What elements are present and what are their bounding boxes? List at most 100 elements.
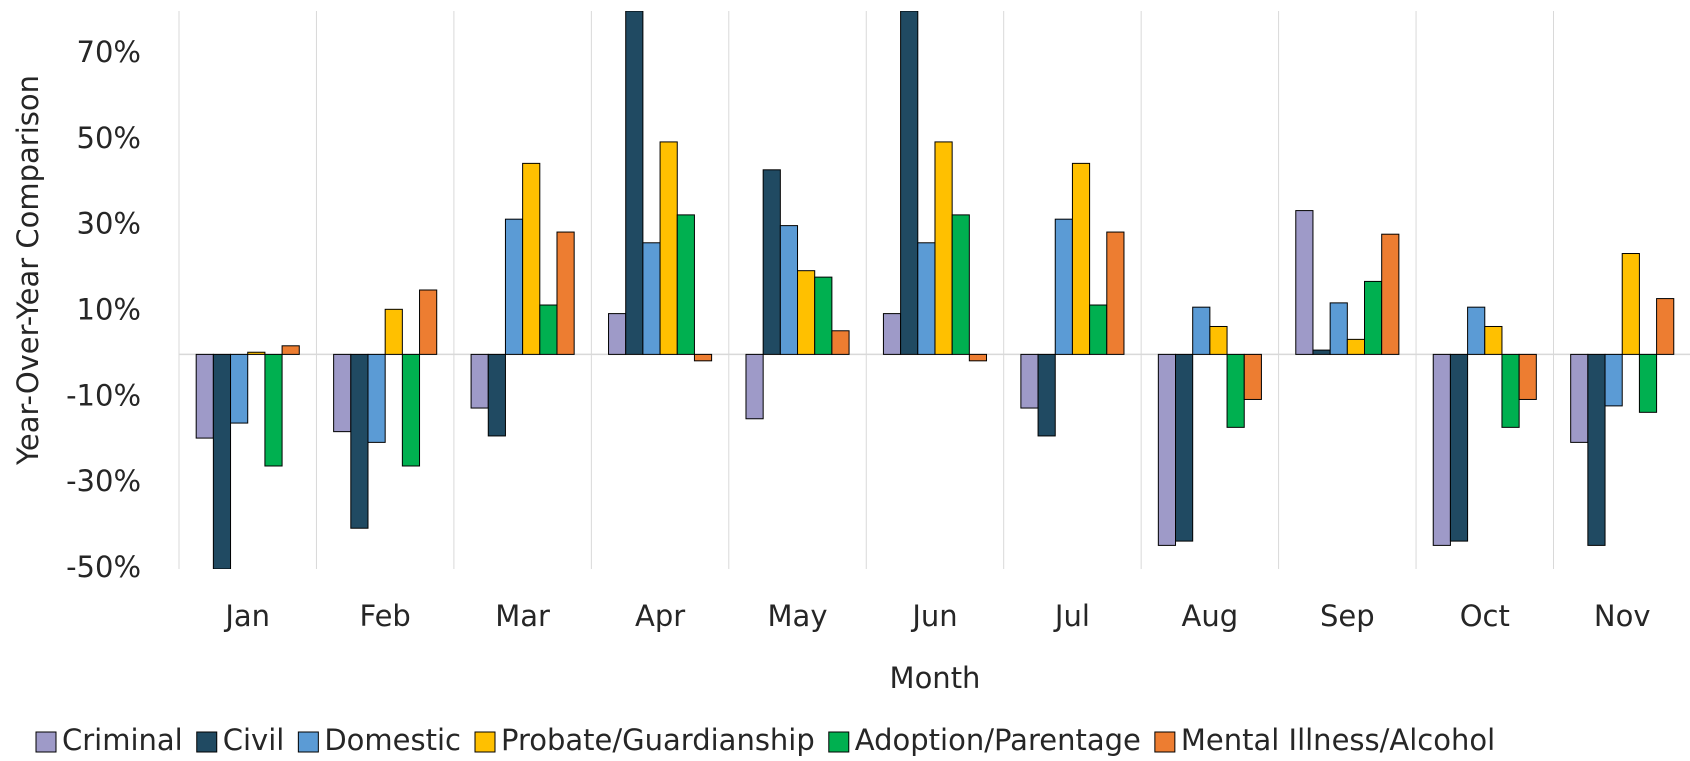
y-tick-label: -30% bbox=[66, 464, 141, 498]
bar bbox=[1587, 353, 1606, 546]
bar bbox=[1054, 218, 1073, 355]
bar bbox=[1071, 162, 1091, 355]
bar bbox=[625, 11, 644, 355]
x-tick-label: Jan bbox=[223, 599, 270, 633]
legend-label: Criminal bbox=[62, 723, 183, 757]
bar bbox=[659, 141, 678, 355]
bar bbox=[779, 225, 799, 355]
legend-label: Civil bbox=[223, 723, 285, 757]
bar bbox=[367, 353, 386, 443]
bar bbox=[1312, 349, 1331, 355]
bar bbox=[917, 242, 936, 355]
bar bbox=[1570, 353, 1589, 443]
bar bbox=[195, 353, 214, 439]
legend-swatch bbox=[35, 731, 57, 753]
bar bbox=[487, 353, 506, 437]
legend-label: Domestic bbox=[324, 723, 461, 757]
bar bbox=[1329, 302, 1348, 355]
bar bbox=[642, 242, 661, 355]
y-tick-label: -50% bbox=[66, 550, 141, 584]
y-tick-label: 70% bbox=[77, 35, 141, 69]
bar bbox=[556, 231, 575, 355]
bar bbox=[350, 353, 369, 529]
y-tick-label: 50% bbox=[77, 121, 141, 155]
bar bbox=[281, 345, 300, 355]
bar bbox=[1157, 353, 1177, 546]
y-axis-title: Year-Over-Year Comparison bbox=[11, 75, 45, 466]
bar bbox=[384, 308, 403, 355]
y-tick-label: -10% bbox=[66, 378, 141, 412]
bar bbox=[1638, 353, 1658, 413]
bar bbox=[1192, 306, 1211, 355]
bar bbox=[212, 353, 232, 569]
bar bbox=[419, 289, 438, 355]
bar bbox=[1621, 253, 1640, 355]
bar bbox=[1106, 231, 1125, 355]
bar bbox=[1209, 325, 1228, 355]
bar bbox=[693, 353, 713, 362]
bar bbox=[264, 353, 283, 467]
bar bbox=[1656, 298, 1675, 355]
bar bbox=[539, 304, 558, 355]
bar bbox=[968, 353, 988, 362]
x-tick-label: Nov bbox=[1594, 599, 1651, 633]
bar bbox=[1518, 353, 1537, 400]
legend-label: Mental Illness/Alcohol bbox=[1181, 723, 1495, 757]
bar bbox=[882, 313, 902, 355]
bar bbox=[1175, 353, 1194, 542]
plot bbox=[179, 11, 1690, 569]
bar bbox=[1467, 306, 1486, 355]
bar bbox=[1295, 210, 1314, 355]
x-tick-label: Apr bbox=[635, 599, 685, 633]
bar bbox=[797, 270, 816, 355]
legend-label: Probate/Guardianship bbox=[501, 723, 815, 757]
bar bbox=[522, 162, 541, 355]
legend-swatch bbox=[196, 731, 218, 753]
x-tick-label: Jun bbox=[910, 599, 957, 633]
bar bbox=[1432, 353, 1451, 546]
x-tick-label: May bbox=[768, 599, 828, 633]
bar bbox=[1484, 325, 1503, 355]
bar bbox=[608, 313, 627, 355]
x-tick-label: Oct bbox=[1460, 599, 1510, 633]
bar bbox=[1364, 280, 1383, 355]
legend-swatch bbox=[297, 731, 319, 753]
legend-label: Adoption/Parentage bbox=[855, 723, 1141, 757]
x-axis-title: Month bbox=[890, 661, 981, 695]
x-tick-label: Sep bbox=[1320, 599, 1375, 633]
legend-swatch bbox=[474, 731, 496, 753]
bar bbox=[951, 214, 970, 355]
bar bbox=[1243, 353, 1262, 400]
bar bbox=[676, 214, 695, 355]
bar bbox=[1089, 304, 1108, 355]
bar bbox=[814, 276, 833, 355]
bar bbox=[1381, 233, 1400, 355]
bar bbox=[1449, 353, 1469, 542]
x-tick-label: Mar bbox=[495, 599, 550, 633]
bar bbox=[762, 169, 781, 355]
bar bbox=[230, 353, 249, 424]
legend-swatch bbox=[1154, 731, 1176, 753]
x-tick-label: Jul bbox=[1053, 599, 1090, 633]
bar bbox=[1604, 353, 1623, 407]
bar bbox=[1037, 353, 1056, 437]
x-tick-label: Aug bbox=[1182, 599, 1239, 633]
bar bbox=[831, 330, 850, 355]
bar bbox=[504, 218, 524, 355]
bar bbox=[470, 353, 489, 409]
bar bbox=[401, 353, 421, 467]
bar bbox=[900, 11, 919, 355]
bar bbox=[247, 351, 266, 355]
y-tick-label: 10% bbox=[77, 292, 141, 326]
bar bbox=[1346, 338, 1366, 355]
bar bbox=[745, 353, 764, 420]
bar bbox=[1501, 353, 1520, 428]
x-tick-label: Feb bbox=[359, 599, 410, 633]
y-tick-label: 30% bbox=[77, 207, 141, 241]
bar bbox=[333, 353, 352, 433]
bar bbox=[1226, 353, 1245, 428]
legend-swatch bbox=[828, 731, 850, 753]
bar bbox=[1020, 353, 1039, 409]
